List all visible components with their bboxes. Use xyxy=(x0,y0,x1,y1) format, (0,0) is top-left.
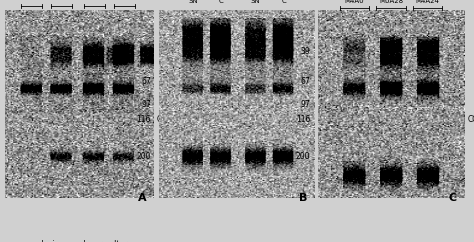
Text: 2: 2 xyxy=(59,0,64,2)
Text: COMP: COMP xyxy=(319,115,341,124)
Text: 39: 39 xyxy=(301,47,310,56)
Text: 116: 116 xyxy=(137,115,151,124)
Text: M0A28: M0A28 xyxy=(379,0,403,4)
Text: 97: 97 xyxy=(141,99,151,109)
Text: 67: 67 xyxy=(301,77,310,86)
Text: 200: 200 xyxy=(137,152,151,161)
Text: 4: 4 xyxy=(122,0,127,2)
Text: C: C xyxy=(282,0,286,4)
Text: A: A xyxy=(138,193,146,203)
Text: M4A24: M4A24 xyxy=(416,0,440,4)
Text: M4A0: M4A0 xyxy=(345,0,364,4)
Text: SN: SN xyxy=(188,0,198,4)
Text: 97: 97 xyxy=(301,99,310,109)
Text: 3: 3 xyxy=(92,0,97,2)
Text: 200: 200 xyxy=(296,152,310,161)
Text: COMP: COMP xyxy=(467,115,474,124)
Text: C: C xyxy=(449,193,457,203)
Text: COMP: COMP xyxy=(157,115,180,124)
Text: B: B xyxy=(299,193,307,203)
Text: SN: SN xyxy=(251,0,261,4)
Text: 67: 67 xyxy=(141,77,151,86)
Text: 1: 1 xyxy=(29,0,34,2)
Text: weeks in monolayer culture: weeks in monolayer culture xyxy=(27,240,132,242)
Text: 39: 39 xyxy=(141,47,151,56)
Text: C: C xyxy=(219,0,224,4)
Text: 116: 116 xyxy=(296,115,310,124)
